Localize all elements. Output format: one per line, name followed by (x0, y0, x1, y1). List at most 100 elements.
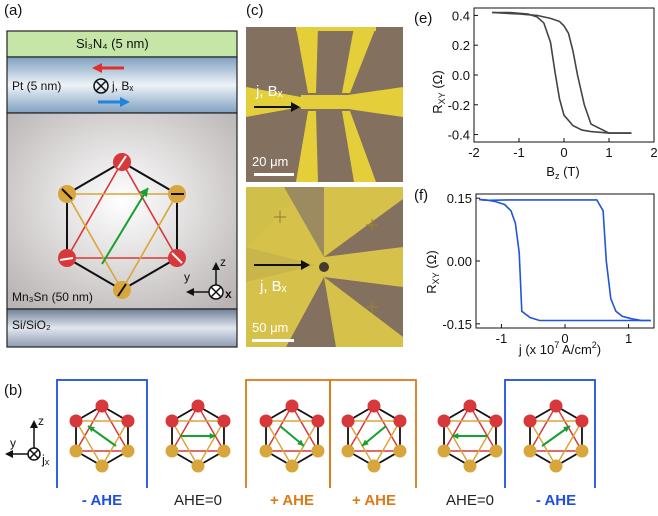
config-gold-triangle (346, 420, 402, 468)
spin-config-4 (341, 399, 407, 473)
spin-atom (341, 414, 355, 428)
spin-atom (191, 459, 205, 473)
current-field-label: j, Bₓ (112, 79, 134, 93)
scale-bar (252, 339, 294, 342)
ahe-label: - AHE (81, 492, 123, 509)
chart-f-ytick-label: -0.15 (442, 317, 472, 332)
current-arrow-icon (291, 102, 300, 112)
axes-icon (186, 262, 224, 300)
chart-e-ytick-label: 0.4 (452, 8, 470, 23)
spin-atom (165, 414, 179, 428)
config-red-triangle (170, 404, 226, 452)
axis-x-label: x (225, 287, 232, 301)
spin-atom (121, 414, 135, 428)
right-arrow-icon (120, 97, 130, 107)
chart-f-frame (475, 193, 655, 329)
pt-label: Pt (5 nm) (12, 79, 62, 93)
chart-f-xtick-label: 1 (625, 331, 632, 346)
micrograph-bottom-label: j, Bₓ (260, 278, 287, 295)
spin-atom (311, 414, 325, 428)
micrograph-top (246, 27, 403, 182)
left-arrow-icon (5, 450, 13, 458)
config-red-triangle (346, 404, 402, 452)
into-page-icon (93, 78, 109, 94)
micrograph-top-label: j, Bₓ (256, 83, 283, 100)
chart-f-series-0 (479, 198, 651, 322)
spin-atom (121, 444, 135, 458)
spin-atom (217, 444, 231, 458)
spin-atom (69, 444, 83, 458)
panel-b-axis-z: z (38, 414, 44, 428)
axis-z-label: z (220, 255, 226, 269)
chart-e-ylabel: RXY (Ω) (430, 70, 447, 113)
left-arrow-icon (92, 63, 102, 73)
spin-atom (523, 444, 537, 458)
spin-atom (549, 459, 563, 473)
spin-atom (489, 444, 503, 458)
arrow-head-icon (563, 426, 570, 433)
micrograph-bottom (246, 187, 403, 347)
chart-f-xtick-label: -1 (496, 331, 508, 346)
config-box-3 (329, 379, 417, 488)
spin-atom (393, 444, 407, 458)
panel-b-axis-j: jₓ (42, 452, 50, 467)
panel-label-a: (a) (4, 2, 23, 19)
panel-b-axes (5, 420, 41, 461)
spin-atom (367, 399, 381, 413)
mn3sn-layer (6, 112, 238, 310)
chart-f-xtick-label: 0 (561, 331, 568, 346)
arrow-head-icon (209, 432, 216, 440)
si3n4-layer (6, 30, 238, 58)
ahe-label: - AHE (535, 492, 577, 509)
spin-atom (95, 459, 109, 473)
scale-bar (254, 173, 294, 176)
panel-label-e: (e) (414, 10, 433, 27)
spin-hexagon (58, 153, 186, 299)
micrograph-bottom-scale: 50 μm (252, 320, 289, 335)
spin-config-5 (437, 399, 503, 473)
spin-configurations (56, 379, 596, 488)
ahe-label: AHE=0 (174, 492, 222, 509)
chart-e-xtick-label: -1 (513, 145, 525, 160)
ahe-label: AHE=0 (446, 492, 494, 509)
panel-label-c: (c) (246, 2, 264, 19)
config-gold-triangle (442, 420, 498, 468)
config-gold-triangle (264, 420, 320, 468)
current-arrow-icon (301, 260, 310, 270)
spin-atom (69, 414, 83, 428)
chart-e-xlabel: Bz (T) (546, 164, 579, 180)
chart-e-xtick-label: 0 (560, 145, 567, 160)
ahe-label: + AHE (351, 492, 397, 509)
chart-e-ytick-label: -0.2 (448, 98, 470, 113)
chart-e-series-1 (491, 11, 632, 134)
spin-config-3 (259, 399, 325, 473)
spin-config-6 (523, 399, 589, 473)
substrate-layer (6, 308, 238, 348)
config-box-5 (504, 379, 596, 488)
arrow-head-icon (88, 426, 95, 433)
spin-atom (95, 399, 109, 413)
spin-config-2 (165, 399, 231, 473)
panel-label-f: (f) (414, 187, 429, 204)
chart-e-ytick-label: -0.4 (448, 128, 470, 143)
mn3sn-label: Mn₃Sn (50 nm) (12, 290, 93, 304)
config-red-triangle (264, 404, 320, 452)
spin-atom (259, 414, 273, 428)
config-gold-triangle (528, 420, 584, 468)
chart-f: RXY (Ω) j (x 107 A/cm2) -1 0 1 0.15 0.00 -0.1… (424, 191, 655, 357)
spin-atom (437, 414, 451, 428)
config-box-0 (56, 379, 148, 488)
panel-a-stack (6, 30, 238, 348)
chart-e-frame (473, 7, 655, 143)
spin-atom (165, 444, 179, 458)
chart-e-xtick-label: -2 (468, 145, 480, 160)
arrow-head-icon (297, 439, 304, 446)
config-gold-triangle (74, 420, 130, 468)
panel-label-b: (b) (4, 382, 23, 399)
config-red-triangle (442, 404, 498, 452)
config-red-triangle (74, 404, 130, 452)
chart-e-series-0 (492, 11, 632, 134)
si3n4-label: Si₃N₄ (5 nm) (76, 36, 149, 51)
panel-b-axis-y: y (10, 436, 16, 450)
spin-atom (367, 459, 381, 473)
